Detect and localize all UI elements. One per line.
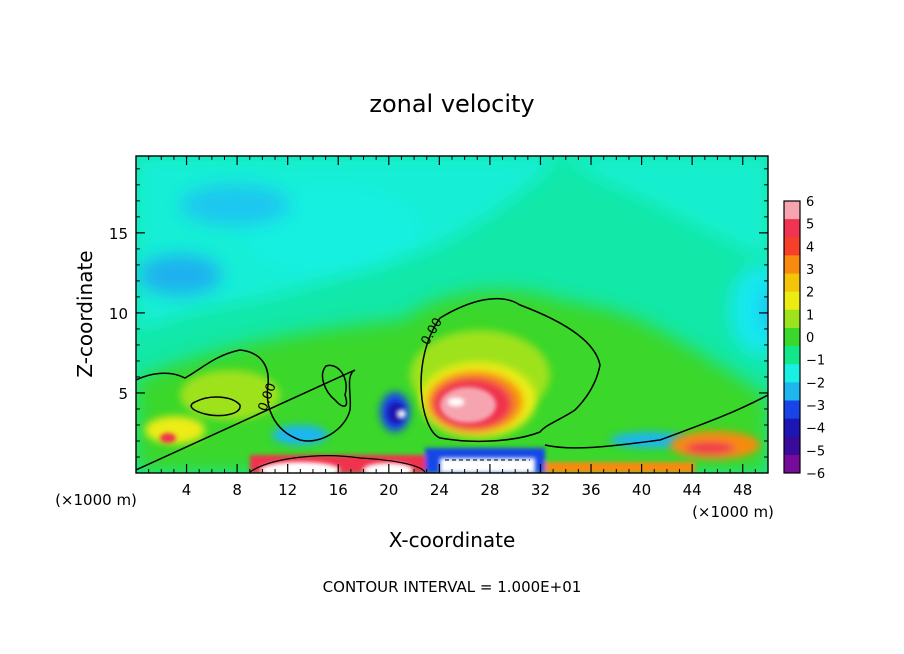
- y-axis-label: Z-coordinate: [73, 250, 97, 377]
- colorbar-swatch: [784, 255, 800, 275]
- colorbar-swatch: [784, 309, 800, 329]
- x-unit-right: (×1000 m): [692, 503, 774, 521]
- colorbar-tick-label: −2: [806, 376, 825, 391]
- colorbar-swatch: [784, 346, 800, 365]
- y-tick-label: 15: [109, 225, 128, 243]
- colorbar-tick-label: 2: [806, 286, 814, 301]
- colorbar-tick-label: 4: [806, 240, 814, 255]
- contour-interval-note: CONTOUR INTERVAL = 1.000E+01: [323, 578, 582, 596]
- x-tick-label: 36: [581, 481, 600, 499]
- y-tick-label: 5: [118, 385, 128, 403]
- colorbar-swatch: [784, 436, 800, 456]
- x-tick-label: 20: [379, 481, 398, 499]
- colorbar-frame: [783, 200, 801, 474]
- colorbar-tick-label: 3: [806, 263, 814, 278]
- x-tick-label: 16: [329, 481, 348, 499]
- y-axis: 5 10 15: [109, 168, 768, 458]
- x-unit-left: (×1000 m): [55, 491, 137, 509]
- x-tick-label: 28: [480, 481, 499, 499]
- colorbar-swatch: [784, 327, 800, 347]
- x-tick-label: 4: [182, 481, 192, 499]
- colorbar: [783, 200, 801, 474]
- colorbar-swatch: [784, 418, 800, 438]
- colorbar-swatch: [784, 291, 800, 311]
- colorbar-swatch: [784, 219, 800, 238]
- colorbar-swatch: [784, 382, 800, 401]
- x-tick-label: 24: [430, 481, 449, 499]
- y-tick-label: 10: [109, 305, 128, 323]
- colorbar-swatch: [784, 273, 800, 293]
- colorbar-tick-label: −1: [806, 354, 825, 369]
- x-tick-label: 44: [683, 481, 702, 499]
- colorbar-tick-label: −3: [806, 399, 825, 414]
- colorbar-tick-label: −6: [806, 467, 825, 482]
- x-tick-label: 48: [733, 481, 752, 499]
- x-axis-label: X-coordinate: [389, 528, 516, 552]
- heatmap-field: [136, 156, 768, 473]
- colorbar-ticks: 6 5 4 3 2 1 0 −1 −2 −3 −4 −5 −6: [806, 195, 825, 482]
- x-tick-label: 40: [632, 481, 651, 499]
- colorbar-tick-label: 5: [806, 218, 814, 233]
- x-axis: 4 8 12 16 20 24 28 32 36 40 44 48: [148, 156, 756, 499]
- colorbar-tick-label: 6: [806, 195, 814, 210]
- colorbar-swatch: [784, 400, 800, 420]
- x-tick-label: 8: [232, 481, 242, 499]
- colorbar-swatch: [784, 201, 800, 220]
- colorbar-swatch: [784, 454, 800, 474]
- colorbar-tick-label: −4: [806, 422, 825, 437]
- chart-title: zonal velocity: [369, 90, 534, 118]
- colorbar-tick-label: 1: [806, 308, 814, 323]
- colorbar-swatch: [784, 364, 800, 383]
- x-tick-label: 12: [278, 481, 297, 499]
- colorbar-swatch: [784, 237, 800, 256]
- colorbar-tick-label: 0: [806, 331, 814, 346]
- x-tick-label: 32: [531, 481, 550, 499]
- colorbar-tick-label: −5: [806, 444, 825, 459]
